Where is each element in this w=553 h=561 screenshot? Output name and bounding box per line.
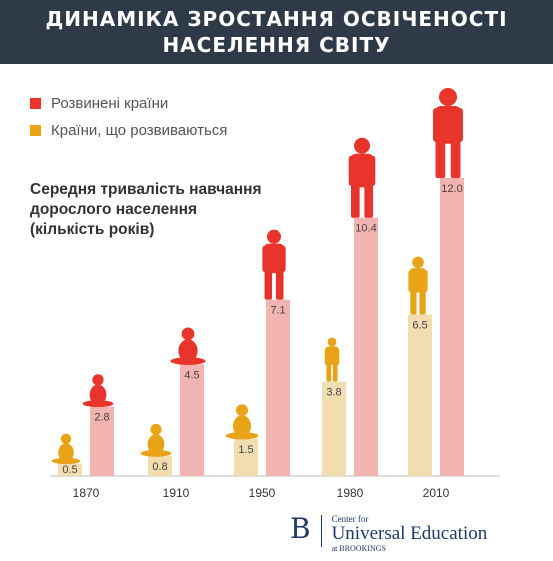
figure-developing-2010	[408, 256, 428, 315]
value-label-developing-1950: 1.5	[238, 444, 253, 456]
figure-developed-1870	[82, 374, 114, 408]
chart-subtitle: Середня тривалість навчання дорослого на…	[30, 180, 330, 240]
bar-developed-1870	[90, 406, 114, 476]
value-label-developed-2010: 12.0	[441, 183, 462, 195]
legend-item-developing: Країни, що розвиваються	[30, 122, 227, 139]
x-tick-label-2010: 2010	[423, 486, 450, 500]
brand-text: Center for Universal Education at BROOKI…	[331, 514, 488, 554]
title-banner: ДИНАМІКА ЗРОСТАННЯ ОСВІЧЕНОСТІ НАСЕЛЕННЯ…	[0, 0, 553, 64]
value-label-developing-1870: 0.5	[62, 464, 77, 476]
value-label-developing-2010: 6.5	[412, 320, 427, 332]
figure-developing-1910	[140, 423, 172, 457]
legend-label-developed: Розвинені країни	[51, 95, 169, 112]
figure-developing-1980	[324, 337, 340, 382]
title-line-2: НАСЕЛЕННЯ СВІТУ	[162, 33, 391, 57]
bar-developed-2010	[440, 178, 464, 476]
figure-developing-1870	[51, 433, 81, 465]
bar-developed-1910	[180, 364, 204, 476]
value-label-developing-1910: 0.8	[152, 461, 167, 473]
value-label-developed-1980: 10.4	[355, 223, 376, 235]
figure-developed-1980	[348, 137, 376, 218]
brand-line-1: Center for	[331, 514, 369, 524]
value-label-developed-1870: 2.8	[94, 411, 109, 423]
title-line-1: ДИНАМІКА ЗРОСТАННЯ ОСВІЧЕНОСТІ	[45, 7, 508, 31]
value-label-developing-1980: 3.8	[326, 387, 341, 399]
bar-developed-1950	[266, 299, 290, 476]
figure-developed-1950	[262, 229, 286, 300]
brand-letter: B	[290, 512, 311, 545]
figure-developed-2010	[433, 88, 463, 178]
brand-separator	[320, 515, 322, 547]
value-label-developed-1950: 7.1	[270, 305, 285, 317]
legend-item-developed: Розвинені країни	[30, 95, 168, 112]
bar-developing-1980	[322, 381, 346, 476]
bar-developing-2010	[408, 314, 432, 476]
bar-developed-1980	[354, 217, 378, 476]
value-label-developed-1910: 4.5	[184, 369, 199, 381]
subtitle-line-2: дорослого населення	[30, 201, 198, 218]
figure-developed-1910	[170, 327, 206, 365]
brookings-logo: B Center for Universal Education at BROO…	[290, 512, 488, 554]
legend-swatch-developed	[30, 98, 41, 109]
subtitle-line-1: Середня тривалість навчання	[30, 181, 262, 198]
x-tick-label-1980: 1980	[337, 486, 364, 500]
legend-label-developing: Країни, що розвиваються	[51, 122, 228, 139]
x-tick-label-1950: 1950	[249, 486, 276, 500]
bar-developing-1910	[148, 456, 172, 476]
bar-developing-1950	[234, 438, 258, 476]
bar-developing-1870	[58, 463, 82, 476]
brand-line-2: Universal Education	[331, 523, 488, 544]
subtitle-line-3: (кількість років)	[30, 221, 155, 238]
x-tick-label-1870: 1870	[73, 486, 100, 500]
legend-swatch-developing	[30, 125, 41, 136]
brand-line-3: at BROOKINGS	[331, 544, 387, 553]
figure-developing-1950	[225, 404, 259, 440]
x-tick-label-1910: 1910	[163, 486, 190, 500]
